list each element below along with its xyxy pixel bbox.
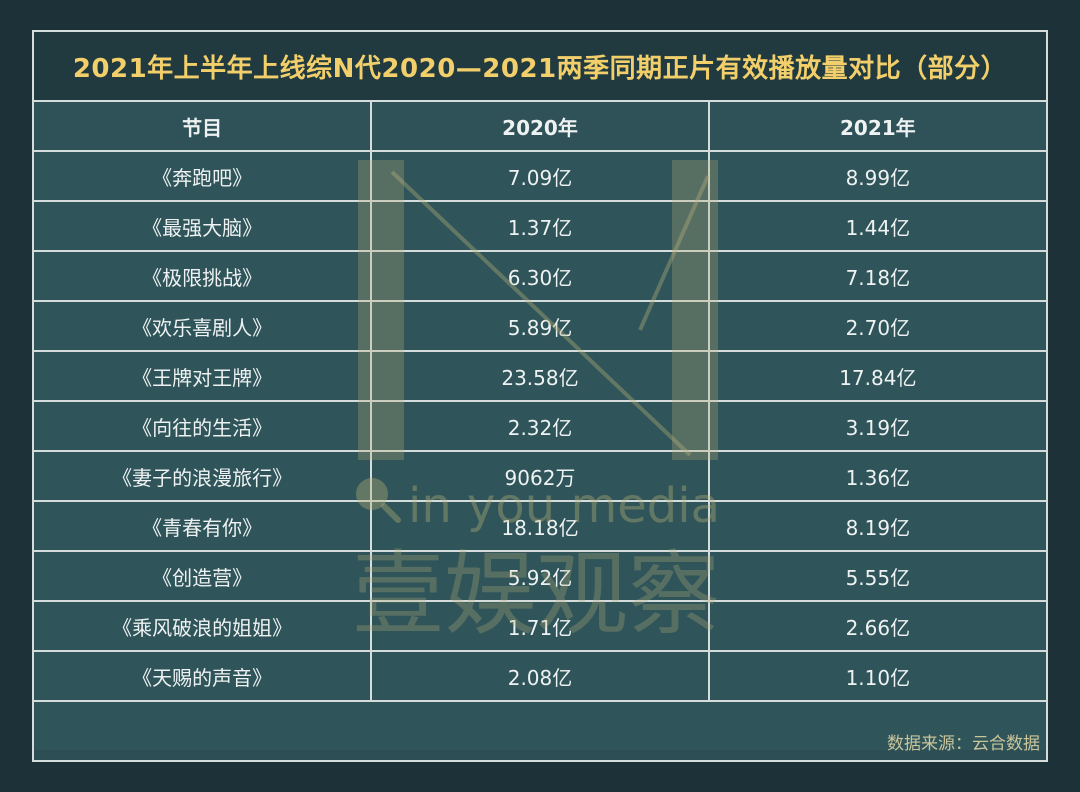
- table-header-row: 节目 2020年 2021年: [34, 102, 1046, 152]
- value-2020-cell: 9062万: [370, 450, 710, 502]
- program-cell: 《天赐的声音》: [34, 650, 373, 702]
- program-cell: 《青春有你》: [34, 500, 373, 552]
- program-cell: 《奔跑吧》: [34, 150, 373, 202]
- value-2021-cell: 1.10亿: [707, 650, 1046, 702]
- table-row: 《向往的生活》 2.32亿 3.19亿: [34, 400, 1046, 452]
- value-2021-cell: 8.99亿: [707, 150, 1046, 202]
- table-row: 《奔跑吧》 7.09亿 8.99亿: [34, 150, 1046, 202]
- value-2021-cell: 1.44亿: [707, 200, 1046, 252]
- value-2021-cell: 1.36亿: [707, 450, 1046, 502]
- value-2021-cell: 2.70亿: [707, 300, 1046, 352]
- table-row: 《极限挑战》 6.30亿 7.18亿: [34, 250, 1046, 302]
- value-2021-cell: 8.19亿: [707, 500, 1046, 552]
- table-row: 《创造营》 5.92亿 5.55亿: [34, 550, 1046, 602]
- column-header-2020: 2020年: [370, 102, 710, 152]
- table-body: 《奔跑吧》 7.09亿 8.99亿 《最强大脑》 1.37亿 1.44亿 《极限挑战》 6.3…: [34, 150, 1046, 702]
- value-2021-cell: 3.19亿: [707, 400, 1046, 452]
- table-row: 《王牌对王牌》 23.58亿 17.84亿: [34, 350, 1046, 402]
- value-2020-cell: 6.30亿: [370, 250, 710, 302]
- table-row: 《青春有你》 18.18亿 8.19亿: [34, 500, 1046, 552]
- data-source: 数据来源：云合数据: [887, 734, 1040, 754]
- table-row: 《最强大脑》 1.37亿 1.44亿: [34, 200, 1046, 252]
- value-2020-cell: 7.09亿: [370, 150, 710, 202]
- value-2020-cell: 5.92亿: [370, 550, 710, 602]
- table-row: 《欢乐喜剧人》 5.89亿 2.70亿: [34, 300, 1046, 352]
- column-header-program: 节目: [34, 102, 373, 152]
- value-2021-cell: 5.55亿: [707, 550, 1046, 602]
- value-2020-cell: 23.58亿: [370, 350, 710, 402]
- value-2020-cell: 2.32亿: [370, 400, 710, 452]
- program-cell: 《欢乐喜剧人》: [34, 300, 373, 352]
- program-cell: 《创造营》: [34, 550, 373, 602]
- program-cell: 《向往的生活》: [34, 400, 373, 452]
- value-2021-cell: 2.66亿: [707, 600, 1046, 652]
- value-2020-cell: 2.08亿: [370, 650, 710, 702]
- value-2021-cell: 7.18亿: [707, 250, 1046, 302]
- table-row: 《妻子的浪漫旅行》 9062万 1.36亿: [34, 450, 1046, 502]
- value-2020-cell: 5.89亿: [370, 300, 710, 352]
- table-row: 《乘风破浪的姐姐》 1.71亿 2.66亿: [34, 600, 1046, 652]
- table-footer-cell: [34, 700, 1046, 750]
- table-footer-row: [34, 700, 1046, 750]
- value-2020-cell: 18.18亿: [370, 500, 710, 552]
- value-2021-cell: 17.84亿: [707, 350, 1046, 402]
- program-cell: 《极限挑战》: [34, 250, 373, 302]
- column-header-2021: 2021年: [707, 102, 1046, 152]
- chart-title: 2021年上半年上线综N代2020—2021两季同期正片有效播放量对比（部分）: [34, 32, 1046, 102]
- program-cell: 《最强大脑》: [34, 200, 373, 252]
- program-cell: 《王牌对王牌》: [34, 350, 373, 402]
- table-frame: 2021年上半年上线综N代2020—2021两季同期正片有效播放量对比（部分） …: [32, 30, 1048, 762]
- table-row: 《天赐的声音》 2.08亿 1.10亿: [34, 650, 1046, 702]
- value-2020-cell: 1.37亿: [370, 200, 710, 252]
- value-2020-cell: 1.71亿: [370, 600, 710, 652]
- program-cell: 《妻子的浪漫旅行》: [34, 450, 373, 502]
- data-table: 节目 2020年 2021年 《奔跑吧》 7.09亿 8.99亿 《最强大脑》 1.37…: [34, 102, 1046, 750]
- program-cell: 《乘风破浪的姐姐》: [34, 600, 373, 652]
